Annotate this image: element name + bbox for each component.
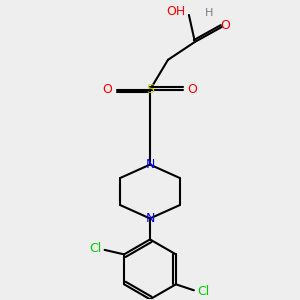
Text: H: H	[205, 8, 213, 19]
Text: Cl: Cl	[89, 242, 102, 255]
Text: OH: OH	[166, 5, 185, 19]
Text: O: O	[220, 19, 230, 32]
Text: O: O	[103, 83, 112, 96]
Text: O: O	[188, 83, 197, 96]
Text: N: N	[145, 158, 155, 171]
Text: Cl: Cl	[197, 285, 209, 298]
Text: S: S	[146, 83, 154, 96]
Text: N: N	[145, 212, 155, 225]
